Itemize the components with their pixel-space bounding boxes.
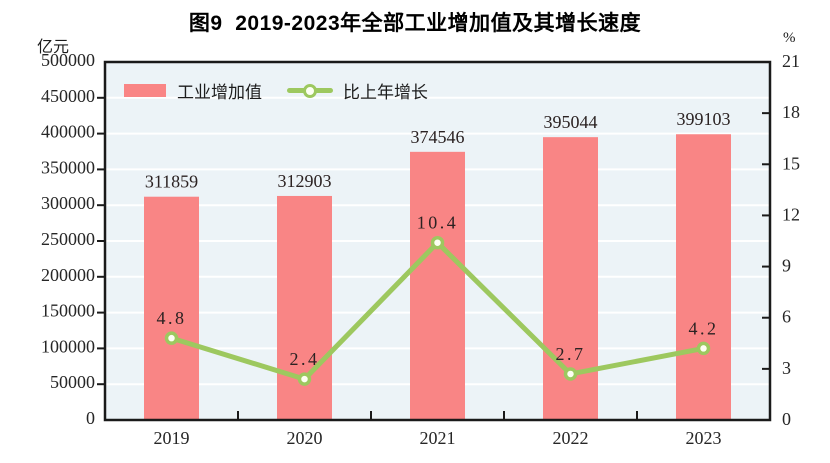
legend-bar-label: 工业增加值 [177, 83, 262, 102]
line-marker-2023 [696, 341, 711, 356]
line-value-label: 4.2 [689, 318, 719, 338]
right-axis-label: 3 [782, 358, 791, 378]
line-marker-2022 [563, 367, 578, 381]
left-axis-label: 350000 [41, 157, 95, 177]
right-axis-unit: % [783, 30, 796, 46]
line-value-label: 10.4 [417, 213, 459, 233]
x-axis-label: 2022 [553, 428, 589, 448]
x-axis-label: 2019 [154, 428, 190, 448]
right-axis-label: 18 [782, 102, 800, 122]
bar-2019 [144, 196, 199, 420]
bar-value-label: 312903 [278, 171, 332, 191]
legend-line-marker-icon [303, 83, 317, 98]
line-value-label: 2.4 [290, 349, 320, 369]
right-axis-label: 12 [782, 204, 800, 224]
bar-2023 [676, 134, 731, 420]
legend-bar-swatch [124, 84, 166, 97]
left-axis-label: 500000 [41, 50, 95, 70]
right-axis-label: 6 [782, 307, 791, 327]
left-axis-label: 50000 [50, 372, 95, 392]
bar-2020 [277, 195, 332, 420]
right-axis-label: 0 [782, 409, 791, 429]
left-axis-label: 450000 [41, 86, 95, 106]
left-axis-label: 250000 [41, 229, 95, 249]
left-axis-label: 200000 [41, 265, 95, 285]
x-axis-label: 2021 [420, 428, 456, 448]
legend-line-label: 比上年增长 [343, 83, 428, 102]
right-axis-label: 21 [782, 51, 800, 71]
line-marker-2020 [297, 372, 312, 386]
right-axis-label: 15 [782, 153, 800, 173]
left-axis-label: 300000 [41, 193, 95, 213]
left-axis-label: 400000 [41, 122, 95, 142]
left-axis-label: 150000 [41, 301, 95, 321]
right-axis-label: 9 [782, 256, 791, 276]
bar-2021 [410, 151, 465, 420]
line-value-label: 2.7 [556, 344, 586, 364]
legend-line-swatch [287, 83, 333, 98]
legend: 工业增加值 比上年增长 [124, 78, 428, 103]
chart-title: 图9 2019-2023年全部工业增加值及其增长速度 [188, 12, 642, 35]
bar-value-label: 399103 [677, 109, 731, 129]
bar-value-label: 311859 [145, 172, 198, 192]
bar-value-label: 374546 [411, 127, 465, 147]
left-axis-unit: 亿元 [37, 39, 70, 56]
x-axis-label: 2023 [686, 428, 722, 448]
line-marker-2021 [430, 235, 445, 250]
line-marker-2019 [164, 331, 179, 345]
left-axis-label: 0 [86, 408, 95, 428]
line-value-label: 4.8 [157, 308, 187, 328]
bar-value-label: 395044 [544, 112, 598, 132]
x-axis-label: 2020 [287, 428, 323, 448]
left-axis-label: 100000 [41, 336, 95, 356]
